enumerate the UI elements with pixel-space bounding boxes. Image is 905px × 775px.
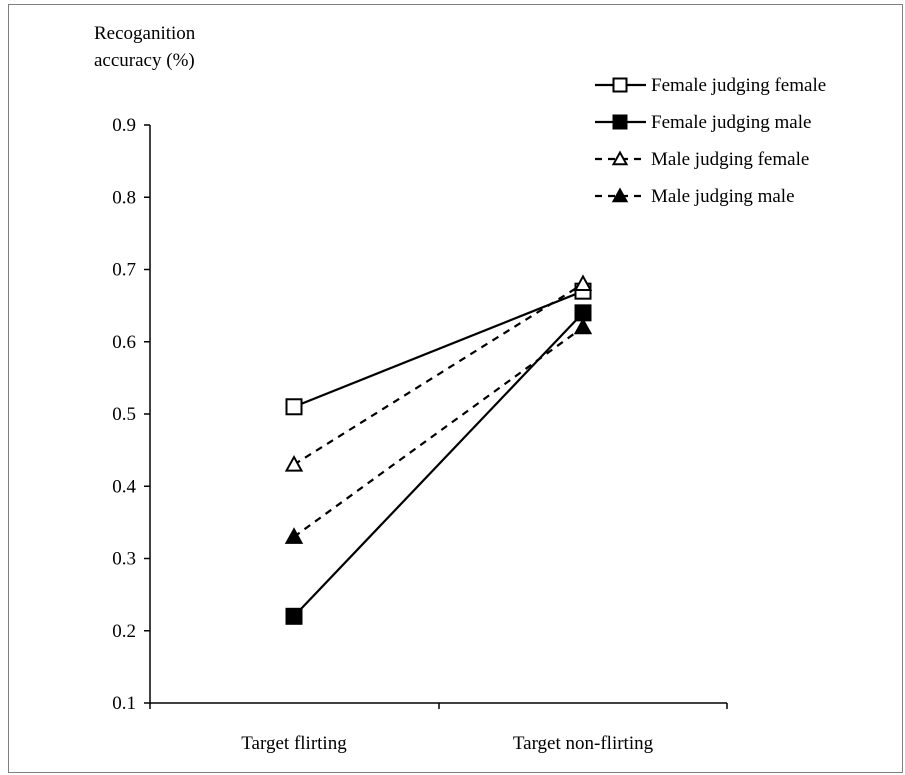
y-tick-label: 0.7 [112, 260, 136, 281]
data-point [285, 607, 303, 625]
x-category-label: Target non-flirting [513, 733, 654, 754]
y-axis-title-line-2: accuracy (%) [94, 50, 195, 71]
series-layer [284, 274, 593, 625]
data-point [612, 77, 628, 93]
series-male-judging-female [284, 274, 593, 472]
series-female-judging-female [285, 282, 592, 416]
series-line [293, 326, 584, 538]
y-tick-label: 0.6 [112, 332, 136, 353]
legend-label: Female judging female [651, 75, 826, 96]
legend-item: Female judging female [595, 75, 826, 96]
series-line [293, 283, 584, 466]
legend-item: Female judging male [595, 112, 811, 133]
y-tick-label: 0.2 [112, 621, 136, 642]
y-tick-label: 0.3 [112, 549, 136, 570]
data-point [284, 455, 304, 472]
x-category-label: Target flirting [241, 733, 347, 754]
y-tick-label: 0.4 [112, 476, 136, 497]
chart-frame [8, 4, 903, 773]
axes: 0.1 0.2 0.3 0.4 0.5 0.6 0.7 0.8 0.9 Target flirti… [112, 115, 728, 754]
data-point [611, 150, 629, 166]
data-point [285, 398, 303, 416]
legend-item: Male judging female [595, 149, 809, 170]
data-point [611, 187, 629, 203]
legend-label: Male judging male [651, 186, 795, 207]
data-point [284, 527, 304, 544]
data-point [612, 114, 628, 130]
legend-item: Male judging male [595, 186, 795, 207]
series-female-judging-male [285, 304, 592, 625]
data-point [573, 317, 593, 335]
series-line [293, 312, 584, 618]
series-line [293, 290, 584, 408]
y-axis-title-line-1: Recoganition [94, 23, 196, 44]
y-tick-label: 0.9 [112, 115, 136, 136]
legend-label: Female judging male [651, 112, 811, 133]
legend-label: Male judging female [651, 149, 809, 170]
data-point [573, 274, 593, 291]
y-tick-label: 0.1 [112, 693, 136, 714]
y-tick-label: 0.5 [112, 404, 136, 425]
y-tick-label: 0.8 [112, 187, 136, 208]
series-male-judging-male [284, 317, 593, 544]
legend: Female judging female Female judging male… [595, 75, 826, 207]
